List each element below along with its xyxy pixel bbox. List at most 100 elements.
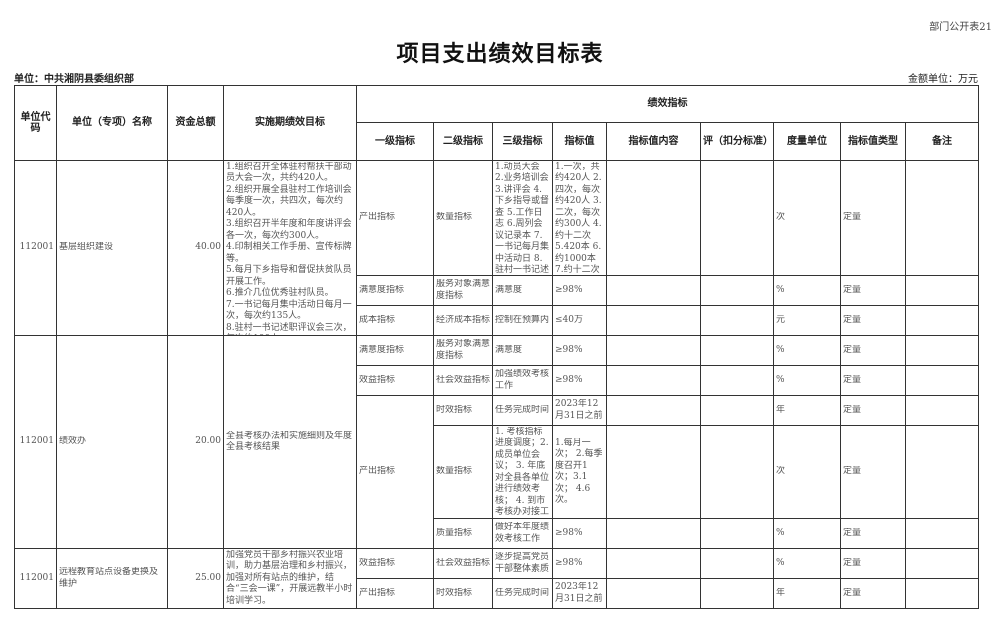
indicator-level2-text: 服务对象满意度指标 — [436, 339, 490, 361]
indicator-level3: 任务完成时间 — [492, 578, 553, 609]
amount-unit: 金额单位：万元 — [908, 74, 978, 85]
scoring-standard — [700, 395, 774, 426]
value-type: 定量 — [840, 365, 906, 396]
indicator-level2: 质量指标 — [433, 518, 493, 549]
indicator-level2-text: 社会效益指标 — [436, 557, 490, 568]
measure-unit: % — [773, 518, 841, 549]
value-type: 定量 — [840, 518, 906, 549]
fund-amount-text: 40.00 — [195, 242, 221, 253]
header-level1: 一级指标 — [356, 122, 434, 161]
header-standard: 评（扣分标准） — [700, 122, 774, 161]
indicator-level2-text: 质量指标 — [436, 527, 473, 538]
project-name: 基层组织建设 — [56, 160, 168, 336]
fund-amount: 20.00 — [167, 335, 224, 549]
indicator-level2: 时效指标 — [433, 395, 493, 426]
unit-code: 112001 — [14, 160, 57, 336]
note — [905, 548, 979, 579]
indicator-value: ≤40万 — [552, 305, 607, 336]
value-type: 定量 — [840, 275, 906, 306]
header-type: 指标值类型 — [840, 122, 906, 161]
page-title: 项目支出绩效目标表 — [396, 41, 604, 67]
indicator-level1: 满意度指标 — [356, 275, 434, 306]
measure-unit-text: 次 — [776, 212, 786, 223]
scoring-standard — [700, 275, 774, 306]
indicator-level2-text: 时效指标 — [436, 587, 473, 598]
unit-code-text: 112001 — [19, 242, 54, 253]
indicator-level1-text: 效益指标 — [359, 374, 396, 385]
header-code: 单位代码 — [14, 85, 57, 161]
fund-amount: 40.00 — [167, 160, 224, 336]
header-indicators: 绩效指标 — [356, 85, 979, 123]
measure-unit: % — [773, 548, 841, 579]
indicator-level2-text: 服务对象满意度指标 — [436, 279, 490, 301]
project-name-text: 基层组织建设 — [59, 242, 114, 253]
form-number: 部门公开表21 — [929, 22, 992, 33]
indicator-value-text: ≥98% — [555, 527, 583, 538]
unit-code-text: 112001 — [19, 572, 54, 583]
indicator-level2-text: 数量指标 — [436, 466, 473, 477]
measure-unit-text: % — [776, 284, 785, 295]
project-name: 绩效办 — [56, 335, 168, 549]
value-type-text: 定量 — [843, 212, 862, 223]
indicator-value-text: 1.每月一次； 2.每季度召开1次；3.1次； 4.6次。 — [555, 437, 603, 506]
scoring-standard — [700, 578, 774, 609]
indicator-value-text: ≥98% — [555, 374, 583, 385]
measure-unit: % — [773, 275, 841, 306]
measure-unit: 次 — [773, 160, 841, 276]
indicator-value-text: 2023年12月31日之前 — [555, 582, 603, 604]
performance-goal-text: 全县考核办法和实施细则及年度全县考核结果 — [226, 430, 353, 453]
indicator-level1-text: 满意度指标 — [359, 284, 405, 295]
note — [905, 395, 979, 426]
value-type-text: 定量 — [843, 557, 862, 568]
header-content: 指标值内容 — [606, 122, 701, 161]
value-type-text: 定量 — [843, 466, 862, 477]
value-type: 定量 — [840, 305, 906, 336]
indicator-level1-text: 效益指标 — [359, 557, 396, 568]
indicator-content — [606, 425, 701, 519]
indicator-value: ≥98% — [552, 518, 607, 549]
indicator-level1-text: 产出指标 — [359, 212, 396, 223]
table-row: 112001 基层组织建设 40.00 1.组织召开全体驻村帮扶干部动员大会一次，共约… — [14, 160, 979, 336]
value-type: 定量 — [840, 395, 906, 426]
indicator-level3-text: 1. 考核指标进度调度；2. 成员单位会议； 3. 年底对全县各单位进行绩效考核… — [495, 426, 550, 518]
indicator-value: 1.一次，共约420人 2.四次，每次约420人 3.二次，每次约300人 4.… — [552, 160, 607, 276]
indicator-level1: 产出指标 — [356, 395, 434, 549]
performance-goal-text: 加强党员干部乡村振兴农业培训，助力基层治理和乡村振兴，加强对所有站点的维护，结合… — [226, 549, 353, 606]
measure-unit-text: 元 — [776, 314, 786, 325]
unit-code: 112001 — [14, 335, 57, 549]
indicator-level2: 数量指标 — [433, 160, 493, 276]
indicator-level2: 数量指标 — [433, 425, 493, 519]
indicator-level1: 成本指标 — [356, 305, 434, 336]
measure-unit-text: 年 — [776, 587, 786, 598]
measure-unit-text: 次 — [776, 466, 786, 477]
indicator-value: ≥98% — [552, 275, 607, 306]
value-type-text: 定量 — [843, 404, 862, 415]
scoring-standard — [700, 548, 774, 579]
value-type-text: 定量 — [843, 374, 862, 385]
measure-unit: 年 — [773, 578, 841, 609]
note — [905, 365, 979, 396]
indicator-level2-text: 数量指标 — [436, 212, 473, 223]
unit-label: 单位：中共湘阴县委组织部 — [14, 74, 134, 85]
indicator-content — [606, 395, 701, 426]
table-row: 112001 绩效办 20.00 全县考核办法和实施细则及年度全县考核结果 满意度指标 服… — [14, 335, 979, 549]
indicator-level3: 1. 考核指标进度调度；2. 成员单位会议； 3. 年底对全县各单位进行绩效考核… — [492, 425, 553, 519]
note — [905, 305, 979, 336]
measure-unit-text: 年 — [776, 404, 786, 415]
indicator-level3: 任务完成时间 — [492, 395, 553, 426]
value-type: 定量 — [840, 578, 906, 609]
project-name-text: 远程教育站点设备更换及维护 — [59, 567, 159, 589]
note — [905, 518, 979, 549]
performance-goal-text: 1.组织召开全体驻村帮扶干部动员大会一次，共约420人。 2.组织开展全县驻村工… — [226, 161, 352, 335]
indicator-level2: 时效指标 — [433, 578, 493, 609]
measure-unit: % — [773, 335, 841, 366]
indicator-level2-text: 社会效益指标 — [436, 374, 490, 385]
performance-table: 单位代码 单位（专项）名称 资金总额 实施期绩效目标 绩效指标 一级指标 二级指… — [14, 85, 979, 609]
unit-code-text: 112001 — [19, 436, 54, 447]
indicator-level3-text: 1.动员大会 2.业务培训会 3.讲评会 4.下乡指导或督查 5.工作日志 6.… — [495, 161, 550, 275]
indicator-level3: 满意度 — [492, 335, 553, 366]
header-unit: 度量单位 — [773, 122, 841, 161]
scoring-standard — [700, 160, 774, 276]
indicator-level3: 加强绩效考核工作 — [492, 365, 553, 396]
indicator-value: 2023年12月31日之前 — [552, 578, 607, 609]
